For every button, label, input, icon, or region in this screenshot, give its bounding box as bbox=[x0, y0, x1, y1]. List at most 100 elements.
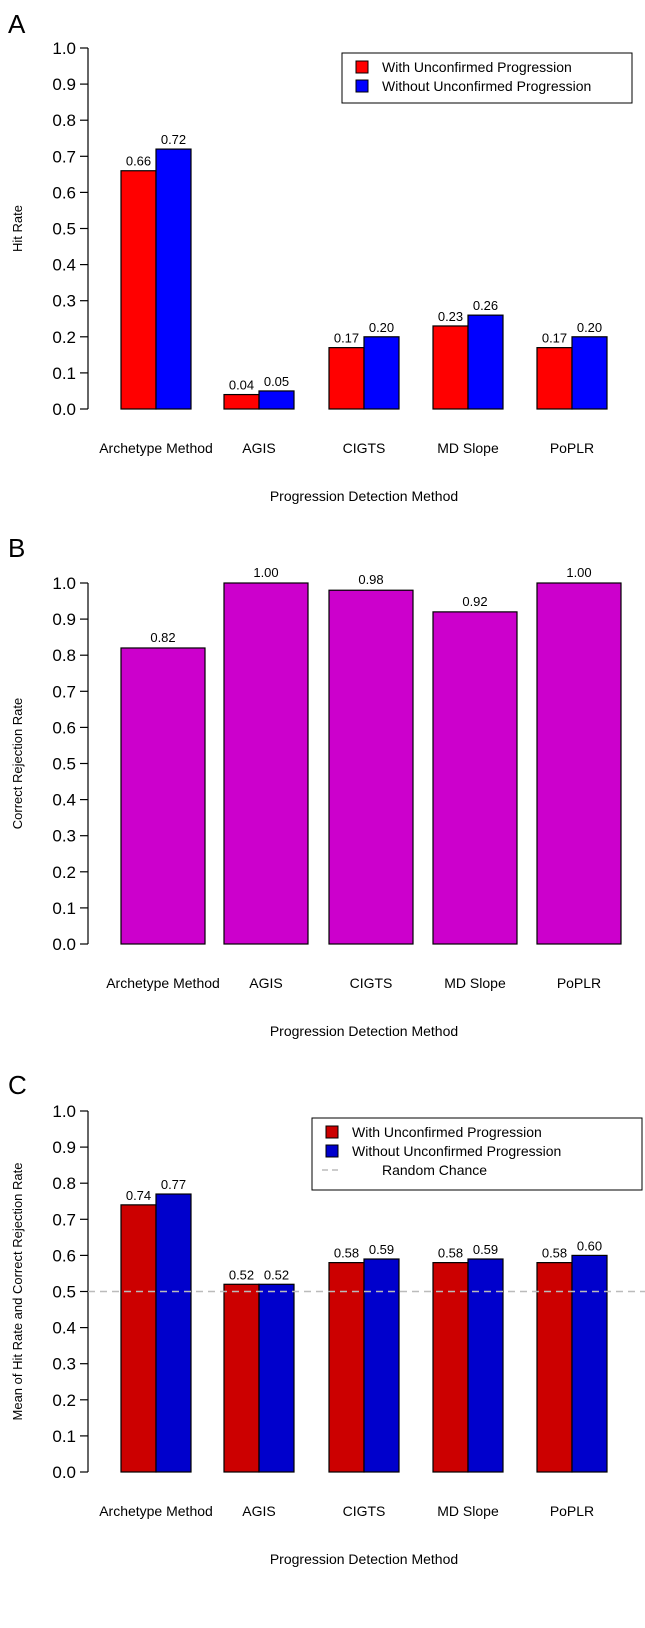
x-category-label: Archetype Method bbox=[106, 975, 220, 991]
bar bbox=[432, 611, 518, 945]
bar-value-label: 1.00 bbox=[566, 565, 591, 580]
bar bbox=[467, 1258, 504, 1473]
chart-panel-a: A 0.0 0.1 0.2 0.3 0.4 0.5 0.6 0.7 0.8 0.9 1.0 Hit Ra… bbox=[8, 9, 633, 504]
bar-value-label: 0.23 bbox=[438, 309, 463, 324]
panel-label: B bbox=[8, 533, 25, 563]
bar-value-label: 0.82 bbox=[150, 630, 175, 645]
y-axis-title: Mean of Hit Rate and Correct Rejection R… bbox=[10, 1163, 25, 1421]
legend-label: Without Unconfirmed Progression bbox=[382, 78, 591, 94]
bar-value-label: 0.58 bbox=[334, 1246, 359, 1261]
bar bbox=[432, 325, 469, 410]
y-tick-label: 0.5 bbox=[52, 755, 76, 774]
x-category-label: CIGTS bbox=[343, 440, 386, 456]
y-tick-label: 0.4 bbox=[52, 791, 76, 810]
bar-value-label: 1.00 bbox=[253, 565, 278, 580]
legend-label: Without Unconfirmed Progression bbox=[352, 1143, 561, 1159]
y-tick-label: 0.0 bbox=[52, 1463, 76, 1482]
panel-label: C bbox=[8, 1070, 27, 1100]
x-category-label: AGIS bbox=[242, 1503, 275, 1519]
y-tick-label: 1.0 bbox=[52, 39, 76, 58]
chart-panel-b: B 0.0 0.1 0.2 0.3 0.4 0.5 0.6 0.7 0.8 0.9 1.0 Correc… bbox=[8, 533, 622, 1039]
y-tick-label: 0.8 bbox=[52, 111, 76, 130]
bar-value-label: 0.72 bbox=[161, 132, 186, 147]
y-tick-label: 0.3 bbox=[52, 827, 76, 846]
y-tick-label: 0.0 bbox=[52, 400, 76, 419]
bar-value-label: 0.92 bbox=[462, 594, 487, 609]
legend-label: With Unconfirmed Progression bbox=[382, 59, 572, 75]
bar-value-label: 0.52 bbox=[264, 1267, 289, 1282]
bar-value-label: 0.58 bbox=[542, 1246, 567, 1261]
bar-value-label: 0.66 bbox=[126, 154, 151, 169]
x-category-label: PoPLR bbox=[550, 1503, 594, 1519]
bar bbox=[155, 1193, 192, 1473]
x-category-label: MD Slope bbox=[437, 440, 499, 456]
y-tick-label: 0.2 bbox=[52, 1391, 76, 1410]
y-tick-label: 0.1 bbox=[52, 364, 76, 383]
bar bbox=[536, 1262, 573, 1473]
x-category-label: AGIS bbox=[249, 975, 282, 991]
bar bbox=[467, 314, 504, 410]
y-tick-label: 0.6 bbox=[52, 1246, 76, 1265]
y-tick-label: 0.2 bbox=[52, 863, 76, 882]
bar bbox=[120, 647, 206, 945]
bar-value-label: 0.17 bbox=[334, 331, 359, 346]
legend-swatch bbox=[325, 1125, 339, 1139]
y-tick-label: 0.1 bbox=[52, 1427, 76, 1446]
bar bbox=[363, 336, 400, 410]
x-category-label: PoPLR bbox=[557, 975, 601, 991]
bar-value-label: 0.26 bbox=[473, 298, 498, 313]
y-tick-label: 1.0 bbox=[52, 1102, 76, 1121]
y-tick-label: 0.8 bbox=[52, 646, 76, 665]
chart-panel-c: C 0.0 0.1 0.2 0.3 0.4 0.5 0.6 0.7 0.8 0.9 1.0 Mean o… bbox=[8, 1070, 645, 1567]
x-category-label: MD Slope bbox=[444, 975, 506, 991]
panel-label: A bbox=[8, 9, 26, 39]
bar bbox=[155, 148, 192, 410]
x-axis-title: Progression Detection Method bbox=[270, 488, 458, 504]
bar-value-label: 0.20 bbox=[577, 320, 602, 335]
bar bbox=[223, 393, 260, 410]
legend-box bbox=[341, 52, 633, 104]
bar-value-label: 0.74 bbox=[126, 1188, 151, 1203]
bar bbox=[571, 336, 608, 410]
x-axis-title: Progression Detection Method bbox=[270, 1023, 458, 1039]
legend-swatch bbox=[355, 79, 369, 93]
bar-value-label: 0.59 bbox=[369, 1242, 394, 1257]
bar-value-label: 0.20 bbox=[369, 320, 394, 335]
y-tick-label: 0.3 bbox=[52, 292, 76, 311]
y-tick-label: 0.8 bbox=[52, 1174, 76, 1193]
y-axis-title: Correct Rejection Rate bbox=[10, 698, 25, 830]
bar-value-label: 0.04 bbox=[229, 378, 254, 393]
bar bbox=[223, 582, 309, 945]
legend-swatch bbox=[355, 60, 369, 74]
bar bbox=[432, 1262, 469, 1473]
bar-value-label: 0.98 bbox=[358, 572, 383, 587]
bar-value-label: 0.59 bbox=[473, 1242, 498, 1257]
bar bbox=[328, 347, 365, 410]
bar bbox=[536, 347, 573, 410]
bar bbox=[223, 1283, 260, 1473]
y-tick-label: 0.6 bbox=[52, 718, 76, 737]
bar bbox=[120, 1204, 157, 1473]
y-axis-title: Hit Rate bbox=[10, 205, 25, 252]
y-tick-label: 0.9 bbox=[52, 1138, 76, 1157]
y-tick-label: 0.9 bbox=[52, 610, 76, 629]
x-category-label: CIGTS bbox=[343, 1503, 386, 1519]
x-category-label: Archetype Method bbox=[99, 1503, 213, 1519]
legend-swatch bbox=[325, 1144, 339, 1158]
legend: With Unconfirmed Progression Without Unco… bbox=[341, 52, 633, 104]
legend: With Unconfirmed Progression Without Unco… bbox=[311, 1117, 643, 1191]
y-tick-label: 0.0 bbox=[52, 935, 76, 954]
y-tick-label: 0.4 bbox=[52, 256, 76, 275]
y-tick-label: 0.7 bbox=[52, 147, 76, 166]
y-tick-label: 0.7 bbox=[52, 1210, 76, 1229]
y-tick-label: 0.1 bbox=[52, 899, 76, 918]
bar bbox=[120, 170, 157, 410]
y-tick-label: 0.4 bbox=[52, 1319, 76, 1338]
y-tick-label: 1.0 bbox=[52, 574, 76, 593]
y-tick-label: 0.7 bbox=[52, 682, 76, 701]
bar-value-label: 0.77 bbox=[161, 1177, 186, 1192]
y-tick-label: 0.6 bbox=[52, 183, 76, 202]
x-axis-title: Progression Detection Method bbox=[270, 1551, 458, 1567]
x-category-label: PoPLR bbox=[550, 440, 594, 456]
